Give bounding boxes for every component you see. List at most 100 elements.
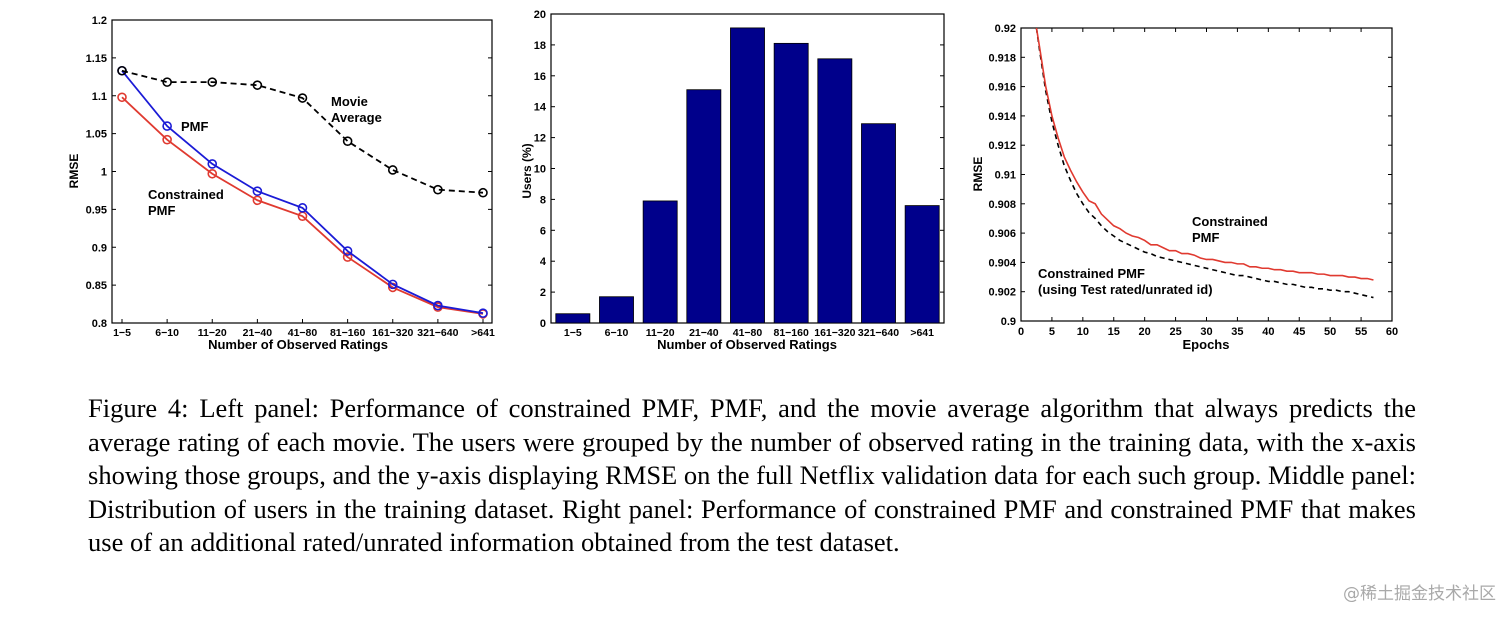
y-axis-ticks: 0.8 0.85 0.9 0.95 1 1.05 1.1 1.15 1.2 [86,15,492,330]
x-tick-label: 45 [1293,326,1305,338]
annotation-test-rated-line2: (using Test rated/unrated id) [1038,282,1213,297]
annotation-pmf: PMF [181,119,209,134]
y-tick-label: 20 [534,9,546,21]
series-line-movie-average [121,69,484,194]
caption-text: Left panel: Performance of constrained P… [88,393,1416,558]
y-tick-label: 10 [534,164,546,176]
x-tick-label: 40 [1262,326,1274,338]
annotation-constrained-pmf-line2: PMF [1192,230,1220,245]
bar [555,313,591,324]
y-tick-label: 0.916 [988,82,1016,94]
x-tick-label: 41−80 [733,327,763,339]
data-point-movie-average [207,77,218,87]
x-axis-label: Number of Observed Ratings [657,337,837,352]
x-tick-label: 11−20 [646,327,675,339]
x-tick-label: 6−10 [155,327,179,339]
y-tick-label: 14 [534,102,547,114]
y-tick-label: 8 [540,194,546,206]
x-axis-ticks: 0 5 10 15 20 25 30 35 40 45 50 55 60 [1018,28,1398,338]
x-tick-label: 20 [1139,326,1151,338]
annotation-constrained-pmf-line2: PMF [148,203,176,218]
y-tick-label: 0.908 [988,199,1016,211]
x-tick-label: 321−640 [417,327,458,339]
y-tick-label: 0.92 [995,23,1016,35]
y-tick-label: 0 [540,318,546,330]
y-tick-label: 6 [540,225,546,237]
x-tick-label: 35 [1231,326,1243,338]
x-tick-label: 321−640 [858,327,899,339]
panel-right-rmse-by-epoch: 0.9 0.902 0.904 0.906 0.908 0.91 0.912 0.914 0.9… [971,23,1398,352]
data-point-movie-average [297,93,308,103]
y-tick-label: 12 [534,133,546,145]
bar [773,42,809,324]
x-tick-label: 81−160 [773,327,808,339]
data-point-pmf [252,186,263,196]
x-axis-label: Number of Observed Ratings [208,337,388,352]
y-tick-label: 1.15 [86,53,107,65]
y-tick-label: 2 [540,287,546,299]
y-axis-ticks: 0 2 4 6 8 10 12 14 16 18 20 [534,9,944,330]
y-tick-label: 0.914 [988,111,1016,123]
y-tick-label: 18 [534,40,546,52]
x-tick-label: 1−5 [113,327,131,339]
x-tick-label: >641 [910,327,934,339]
data-point-pmf [297,203,308,213]
y-tick-label: 0.91 [995,170,1016,182]
plot-frame [111,19,493,324]
x-tick-label: 11−20 [198,327,227,339]
data-point-pmf [433,300,443,311]
series-group [1035,27,1374,299]
annotation-constrained-pmf-line1: Constrained [148,187,224,202]
x-tick-label: 6−10 [605,327,629,339]
y-tick-label: 1.1 [92,91,107,103]
data-point-pmf [162,121,172,131]
y-tick-label: 0.85 [86,280,107,292]
bar [861,123,896,324]
y-tick-label: 0.906 [988,228,1016,240]
x-tick-label: 1−5 [564,327,582,339]
series-line-constrained-pmf-test [1035,27,1374,299]
y-tick-label: 0.95 [86,204,107,216]
data-point-movie-average [387,165,398,175]
y-tick-label: 0.904 [988,257,1016,269]
panel-middle-user-distribution: 0 2 4 6 8 10 12 14 16 18 20 1−5 6−10 11−20 21−40 41−80… [520,9,945,352]
data-point-movie-average [433,184,443,195]
x-tick-label: 161−320 [372,327,413,339]
y-tick-label: 0.912 [988,140,1016,152]
series-group [117,65,488,319]
x-tick-label: 0 [1018,326,1024,338]
y-axis-label: RMSE [971,157,985,192]
x-axis-ticks: 1−5 6−10 11−20 21−40 41−80 81−160 161−320 321−6… [113,319,495,339]
data-point-constrained-pmf [252,195,263,206]
annotation-movie-average-line2: Average [331,110,382,125]
series-line-constrained-pmf [121,96,484,315]
watermark: @稀土掘金技术社区 [1343,584,1496,604]
bar [599,296,634,324]
data-point-constrained-pmf [207,168,218,179]
y-tick-label: 16 [534,71,546,83]
y-axis-label: Users (%) [520,143,534,198]
y-tick-label: 1 [101,167,107,179]
x-tick-label: 81−160 [330,327,365,339]
x-tick-label: 30 [1200,326,1212,338]
series-line-constrained-pmf [1035,27,1374,281]
x-tick-label: 10 [1077,326,1089,338]
figure-caption: Figure 4: Left panel: Performance of con… [88,392,1416,560]
annotation-test-rated-line1: Constrained PMF [1038,266,1145,281]
x-tick-label: 15 [1108,326,1120,338]
bar [817,58,853,324]
data-point-movie-average [252,80,263,90]
bar [642,200,678,324]
data-point-movie-average [478,187,488,198]
x-tick-label: 5 [1049,326,1055,338]
data-point-movie-average [342,136,353,146]
y-tick-label: 0.9 [1001,316,1016,328]
x-tick-label: 55 [1355,326,1367,338]
annotation-constrained-pmf-line1: Constrained [1192,214,1268,229]
y-tick-label: 0.9 [92,242,107,254]
annotation-movie-average-line1: Movie [331,94,368,109]
caption-label: Figure 4: [88,393,189,423]
data-point-pmf [207,159,218,169]
y-axis-label: RMSE [67,154,81,189]
